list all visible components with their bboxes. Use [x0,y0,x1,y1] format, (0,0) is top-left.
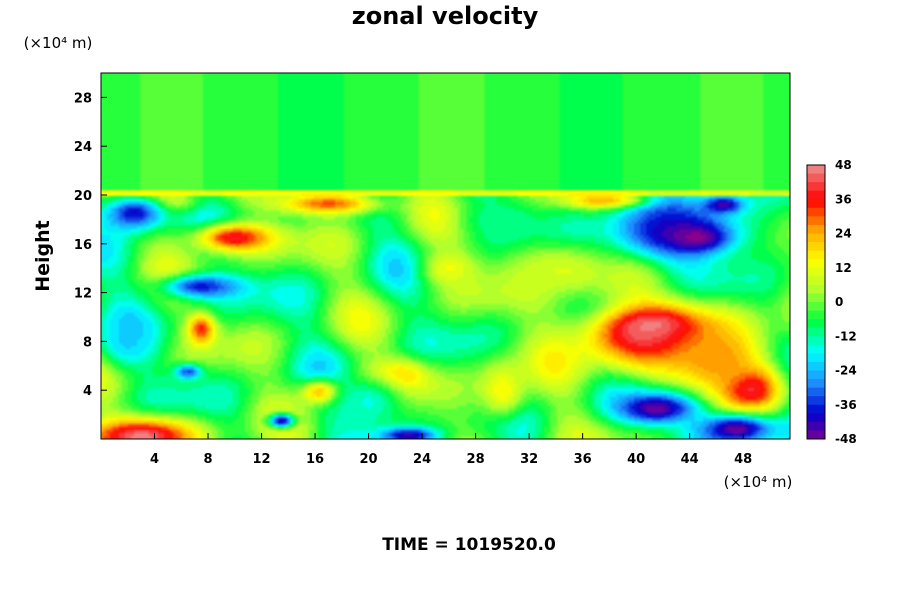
x-tick-label: 40 [627,452,645,467]
colorbar-tick-label: -36 [835,398,857,412]
colorbar-cell [807,387,825,397]
colorbar-cell [807,216,825,226]
x-tick-label: 48 [734,452,752,467]
x-tick-label: 16 [306,452,324,467]
x-tick-label: 20 [360,452,378,467]
heatmap-image [101,73,790,439]
colorbar-tick-label: -24 [835,364,857,378]
y-tick-label: 16 [74,238,92,253]
y-tick-label: 24 [74,140,92,155]
colorbar-cell [807,370,825,380]
colorbar-cell [807,207,825,217]
colorbar-frame [806,164,826,440]
colorbar-cell [807,267,825,277]
colorbar-tick-label: 12 [835,261,852,275]
y-tick-label: 4 [83,384,92,399]
colorbar-cell [807,421,825,431]
colorbar-cell [807,413,825,423]
colorbar-cell [807,361,825,371]
colorbar-cell [807,353,825,363]
x-tick-label: 12 [252,452,270,467]
colorbar-cell [807,293,825,303]
colorbar-cell [807,336,825,346]
colorbar-cell [807,302,825,312]
colorbar: 48 36 24 12 0 -12 -24 -36 -48 [806,158,857,446]
colorbar-tick-label: 48 [835,158,852,172]
colorbar-cell [807,396,825,406]
x-tick-label: 8 [204,452,213,467]
colorbar-cell [807,173,825,183]
colorbar-cell [807,344,825,354]
chart-title: zonal velocity [352,2,539,30]
colorbar-cell [807,242,825,252]
colorbar-cell [807,182,825,192]
colorbar-tick-label: 36 [835,192,852,206]
colorbar-cell [807,190,825,200]
x-tick-label: 24 [413,452,431,467]
y-axis-unit: (×10⁴ m) [24,34,93,52]
y-tick-label: 8 [83,335,92,350]
colorbar-cell [807,404,825,414]
y-axis-label: Height [32,220,54,292]
colorbar-ticks: 48 36 24 12 0 -12 -24 -36 -48 [835,158,857,446]
x-axis-unit: (×10⁴ m) [724,473,793,491]
y-axis: 4 8 12 16 20 24 28 [74,91,107,399]
x-tick-label: 4 [150,452,159,467]
colorbar-cell [807,259,825,269]
colorbar-cell [807,199,825,209]
y-tick-label: 20 [74,189,92,204]
time-label: TIME = 1019520.0 [382,535,556,555]
x-tick-label: 32 [520,452,538,467]
colorbar-tick-label: 24 [835,227,852,241]
colorbar-cell [807,319,825,329]
colorbar-cell [807,430,825,440]
x-tick-label: 28 [467,452,485,467]
colorbar-cell [807,276,825,286]
colorbar-tick-label: 0 [835,295,843,309]
colorbar-cell [807,327,825,337]
plot-frame [100,72,791,440]
x-tick-label: 36 [574,452,592,467]
y-tick-label: 12 [74,287,92,302]
colorbar-cell [807,233,825,243]
x-tick-label: 44 [681,452,699,467]
y-tick-label: 28 [74,91,92,106]
colorbar-cell [807,224,825,234]
colorbar-cells [807,165,825,440]
colorbar-tick-label: -48 [835,432,857,446]
colorbar-cell [807,250,825,260]
x-axis: 4 8 12 16 20 24 28 32 36 40 44 48 [150,433,752,467]
colorbar-tick-label: -12 [835,329,857,343]
colorbar-cell [807,379,825,389]
colorbar-cell [807,310,825,320]
colorbar-cell [807,165,825,175]
colorbar-cell [807,284,825,294]
heatmap-plot [100,72,791,440]
